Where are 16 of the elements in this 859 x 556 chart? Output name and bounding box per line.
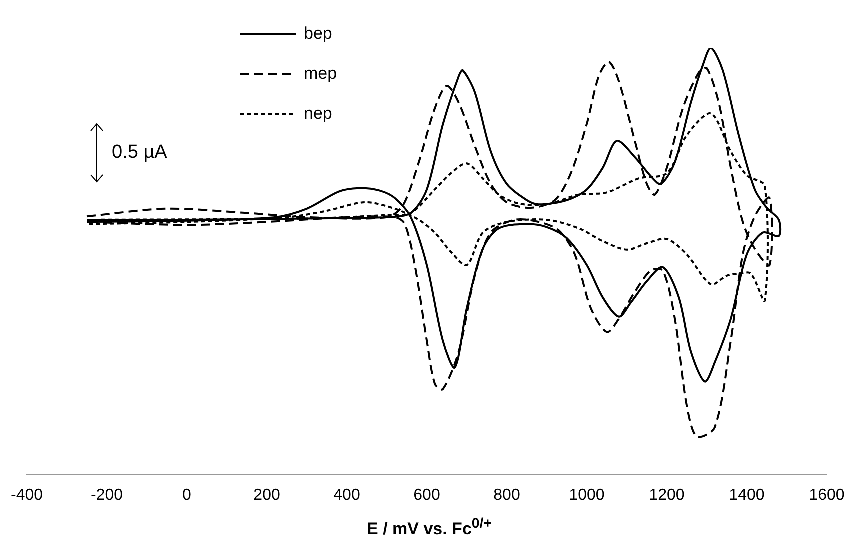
legend-label: nep <box>304 103 332 125</box>
legend-label: bep <box>304 23 332 45</box>
x-tick-label: 400 <box>334 486 360 504</box>
legend-label: mep <box>304 63 338 85</box>
annotation: 0.5 µA <box>112 142 168 164</box>
x-tick-label: -200 <box>90 486 124 504</box>
x-tick-label: 200 <box>254 486 280 504</box>
x-tick-label: 1400 <box>729 486 765 504</box>
x-tick-label: 0 <box>182 486 192 504</box>
x-axis-title: E / mV vs. Fc$^{0/+}$ <box>366 516 493 540</box>
x-tick-label: 800 <box>494 486 520 504</box>
x-tick-label: 1000 <box>569 486 605 504</box>
x-tick-label: 1600 <box>809 486 845 504</box>
x-tick-label: -400 <box>10 486 44 504</box>
x-tick-label: 1200 <box>649 486 685 504</box>
x-tick-label: 600 <box>414 486 440 504</box>
